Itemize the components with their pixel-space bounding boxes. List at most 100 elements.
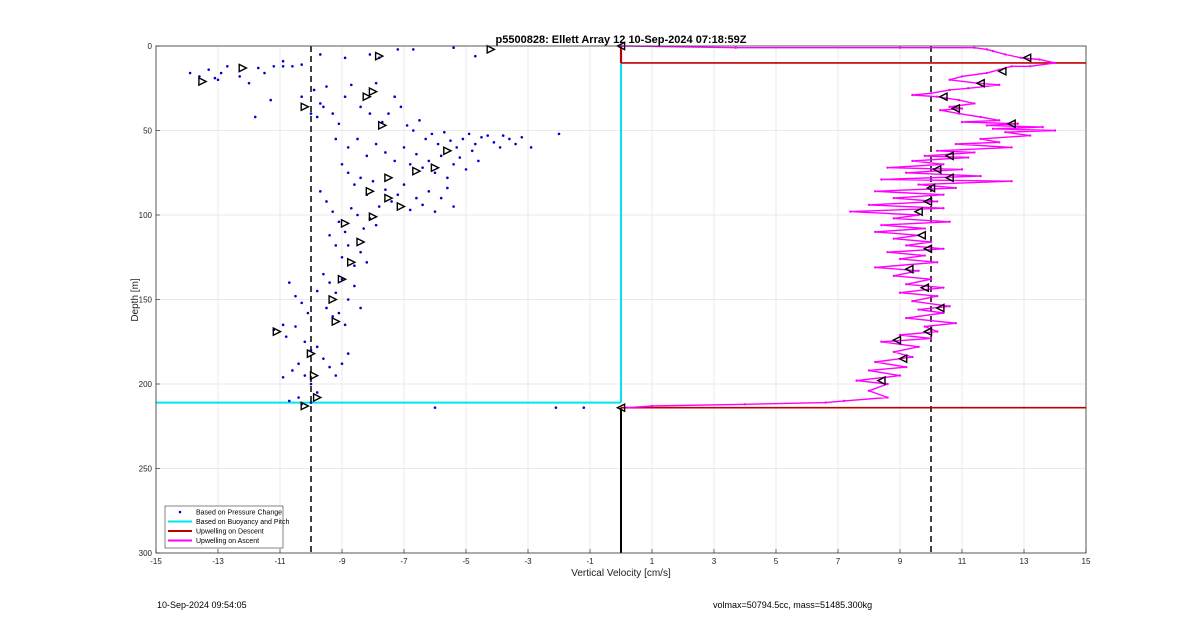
ascent-point [998, 141, 1001, 144]
ascent-point [942, 286, 945, 289]
ascent-point [886, 250, 889, 254]
pressure-point [384, 151, 387, 154]
pressure-point [263, 71, 266, 75]
pressure-point [433, 406, 437, 409]
descent-triangle-marker [312, 392, 323, 403]
descent-triangle-marker [384, 193, 394, 203]
x-tick-label: -7 [400, 557, 408, 566]
pressure-point [253, 115, 257, 119]
pressure-point [427, 190, 431, 193]
pressure-point [356, 137, 359, 141]
descent-triangle-marker [356, 237, 366, 247]
pressure-point [322, 105, 325, 109]
pressure-point [343, 95, 347, 98]
y-tick-label: 50 [143, 127, 152, 136]
pressure-point [281, 323, 285, 327]
descent-triangle-marker [328, 294, 338, 305]
ascent-point [874, 360, 877, 364]
pressure-point [328, 233, 331, 237]
pressure-point [446, 186, 449, 190]
descent-triangle-marker [198, 76, 208, 87]
x-tick-label: 9 [898, 557, 903, 566]
ascent-point [1004, 130, 1007, 134]
pressure-point [405, 124, 409, 127]
ascent-point [929, 337, 933, 340]
ascent-point [917, 269, 920, 272]
pressure-point [291, 64, 294, 68]
pressure-point [340, 277, 344, 281]
pressure-point [343, 323, 347, 327]
ascent-triangle-marker [916, 230, 926, 241]
pressure-point [325, 85, 328, 88]
pressure-point [582, 406, 586, 409]
ascent-triangle-marker [913, 206, 923, 217]
pressure-point [312, 88, 316, 92]
chart-title: p5500828: Ellett Array 12 10-Sep-2024 07… [496, 34, 747, 46]
x-tick-label: 11 [958, 557, 967, 566]
pressure-point [284, 335, 288, 338]
pressure-point [421, 203, 424, 207]
descent-triangle-marker [365, 186, 376, 197]
pressure-point [436, 142, 440, 146]
series-layer [156, 44, 1086, 553]
pressure-point [474, 142, 477, 146]
descent-triangle-marker [306, 348, 317, 359]
pressure-point [427, 159, 431, 163]
series-upwelling-descent [619, 46, 1086, 409]
pressure-point [325, 200, 328, 203]
ascent-point [948, 78, 951, 82]
y-tick-label: 300 [139, 549, 153, 558]
ascent-point [1010, 180, 1013, 183]
ascent-point [936, 149, 939, 152]
pressure-point [486, 134, 490, 137]
ascent-point [929, 240, 933, 244]
ascent-point [967, 156, 970, 159]
pressure-point [247, 81, 251, 85]
descent-triangle-marker [309, 370, 320, 381]
ascent-triangle-marker [922, 326, 933, 337]
ascent-point [892, 350, 895, 354]
pressure-point [365, 261, 369, 264]
ascent-point [911, 93, 914, 97]
ascent-point [991, 127, 995, 131]
pressure-point [346, 352, 350, 355]
ascent-point [917, 345, 920, 349]
pressure-point [315, 289, 319, 293]
ascent-point [892, 237, 895, 240]
pressure-point [353, 284, 356, 288]
pressure-point [452, 205, 455, 208]
pressure-point [396, 48, 400, 51]
pressure-point [374, 81, 378, 85]
pressure-point [492, 141, 496, 144]
y-axis-label: Depth [m] [130, 278, 141, 322]
pressure-point [350, 83, 353, 87]
ascent-point [898, 291, 902, 294]
x-tick-label: 13 [1020, 557, 1029, 566]
ascent-point [867, 369, 871, 372]
ascent-point [880, 178, 883, 181]
ascent-point [911, 159, 914, 163]
ascent-point [905, 171, 908, 174]
ascent-point [843, 399, 846, 403]
ascent-triangle-marker [897, 353, 908, 364]
ascent-point [948, 105, 951, 109]
ascent-point [886, 382, 889, 386]
ascent-triangle-marker [1021, 53, 1032, 63]
pressure-point [257, 66, 260, 70]
descent-triangle-marker [362, 91, 372, 102]
ascent-triangle-marker [932, 164, 942, 175]
ascent-point [936, 330, 939, 333]
legend-entry: Upwelling on Descent [196, 529, 264, 536]
ascent-point [1029, 65, 1032, 68]
ascent-point [967, 87, 970, 90]
pressure-point [322, 357, 325, 360]
pressure-point [350, 206, 353, 210]
ascent-point [905, 365, 908, 369]
pressure-point [446, 176, 449, 180]
ascent-triangle-marker [938, 91, 948, 102]
pressure-point [281, 59, 285, 63]
pressure-point [334, 291, 338, 295]
descent-triangle-marker [368, 86, 379, 97]
pressure-point [188, 71, 192, 75]
ascent-point [923, 154, 926, 158]
